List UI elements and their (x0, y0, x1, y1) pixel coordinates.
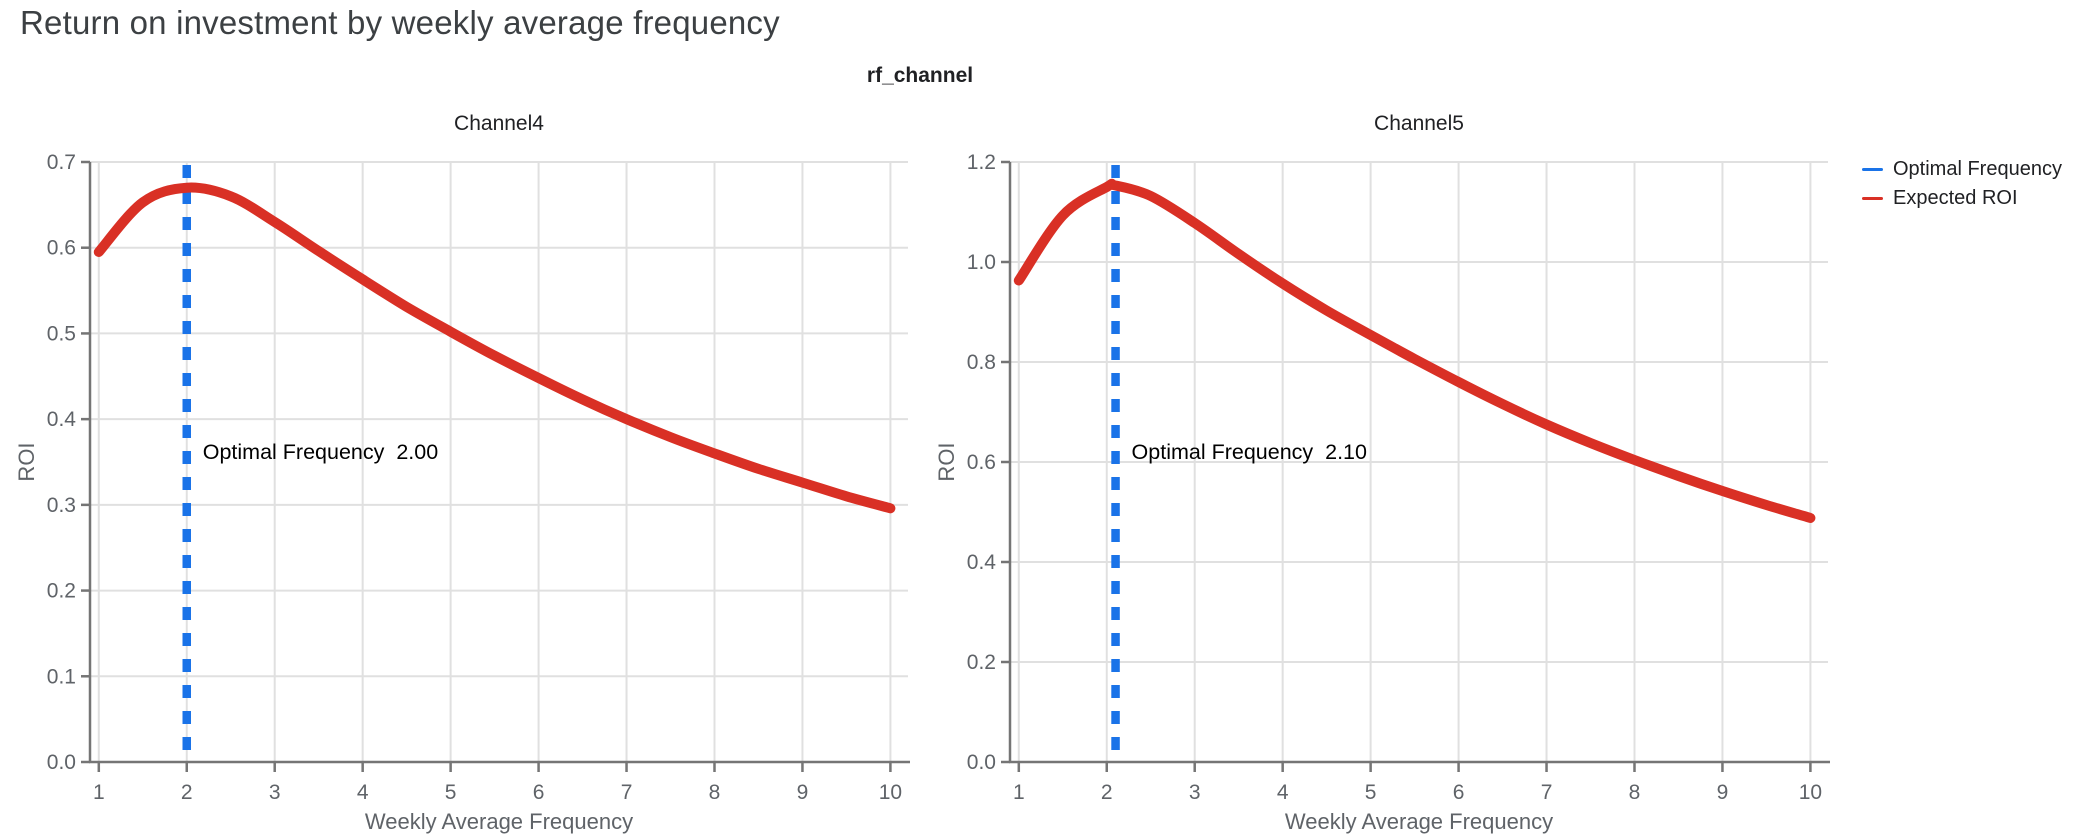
x-axis-title: Weekly Average Frequency (1285, 809, 1553, 834)
x-tick-label: 4 (1277, 781, 1289, 804)
y-tick-label: 0.1 (47, 665, 76, 688)
y-tick-label: 0.6 (47, 237, 76, 260)
expected-roi-curve (93, 182, 896, 514)
y-tick-label: 0.0 (47, 751, 76, 774)
optimal-frequency-legend-line-icon (1862, 167, 1883, 171)
legend-item-expected-roi: Expected ROI (1862, 187, 2062, 209)
x-tick-label: 4 (357, 781, 369, 804)
y-tick-label: 0.0 (967, 751, 996, 774)
facet-title: rf_channel (866, 64, 974, 87)
x-tick-label: 2 (1101, 781, 1113, 804)
y-tick-label: 0.6 (967, 451, 996, 474)
x-tick-label: 3 (1189, 781, 1201, 804)
x-tick-label: 3 (269, 781, 281, 804)
x-tick-label: 10 (1799, 781, 1822, 804)
x-tick-label: 8 (709, 781, 721, 804)
x-tick-label: 9 (1717, 781, 1729, 804)
legend: Optimal Frequency Expected ROI (1862, 158, 2062, 216)
expected-roi-curve (1013, 178, 1816, 523)
x-axis-title: Weekly Average Frequency (365, 809, 633, 834)
y-tick-label: 0.3 (47, 494, 76, 517)
channel5-roi-chart: Channel5 0.0 0.2 0.4 0.6 0.8 1.0 1.2 1 2 3 4 5 6 7 8 9 10… (934, 112, 1830, 834)
legend-item-optimal-frequency: Optimal Frequency (1862, 158, 2062, 180)
chart-title: Channel4 (454, 112, 544, 135)
x-tick-label: 8 (1629, 781, 1641, 804)
x-tick-label: 6 (1453, 781, 1465, 804)
x-tick-label: 7 (621, 781, 633, 804)
x-tick-label: 5 (445, 781, 457, 804)
x-tick-label: 6 (533, 781, 545, 804)
y-axis-title: ROI (934, 442, 959, 481)
optimal-frequency-annotation: Optimal Frequency 2.00 (203, 440, 438, 464)
x-tick-label: 1 (1013, 781, 1025, 804)
x-tick-label: 2 (181, 781, 193, 804)
x-tick-label: 7 (1541, 781, 1553, 804)
page-title: Return on investment by weekly average f… (20, 4, 780, 41)
y-tick-label: 0.2 (967, 651, 996, 674)
legend-label-optimal-frequency: Optimal Frequency (1893, 157, 2062, 180)
y-tick-label: 1.0 (967, 251, 996, 274)
y-tick-label: 0.8 (967, 351, 996, 374)
optimal-frequency-annotation: Optimal Frequency 2.10 (1132, 440, 1367, 464)
expected-roi-legend-line-icon (1862, 196, 1883, 200)
channel4-roi-chart: Channel4 0.0 0.1 0.2 0.3 0.4 0.5 0.6 0.7 1 2 3 4 5 6 7 8… (14, 112, 910, 834)
y-axis-title: ROI (14, 442, 39, 481)
y-tick-label: 1.2 (967, 151, 996, 174)
x-tick-label: 9 (797, 781, 809, 804)
y-tick-label: 0.2 (47, 580, 76, 603)
x-tick-label: 10 (879, 781, 902, 804)
chart-title: Channel5 (1374, 112, 1464, 135)
y-tick-label: 0.5 (47, 322, 76, 345)
y-tick-label: 0.4 (47, 408, 77, 431)
y-tick-label: 0.4 (967, 551, 997, 574)
legend-label-expected-roi: Expected ROI (1893, 186, 2018, 209)
x-tick-label: 5 (1365, 781, 1377, 804)
y-tick-label: 0.7 (47, 151, 76, 174)
x-tick-label: 1 (93, 781, 105, 804)
